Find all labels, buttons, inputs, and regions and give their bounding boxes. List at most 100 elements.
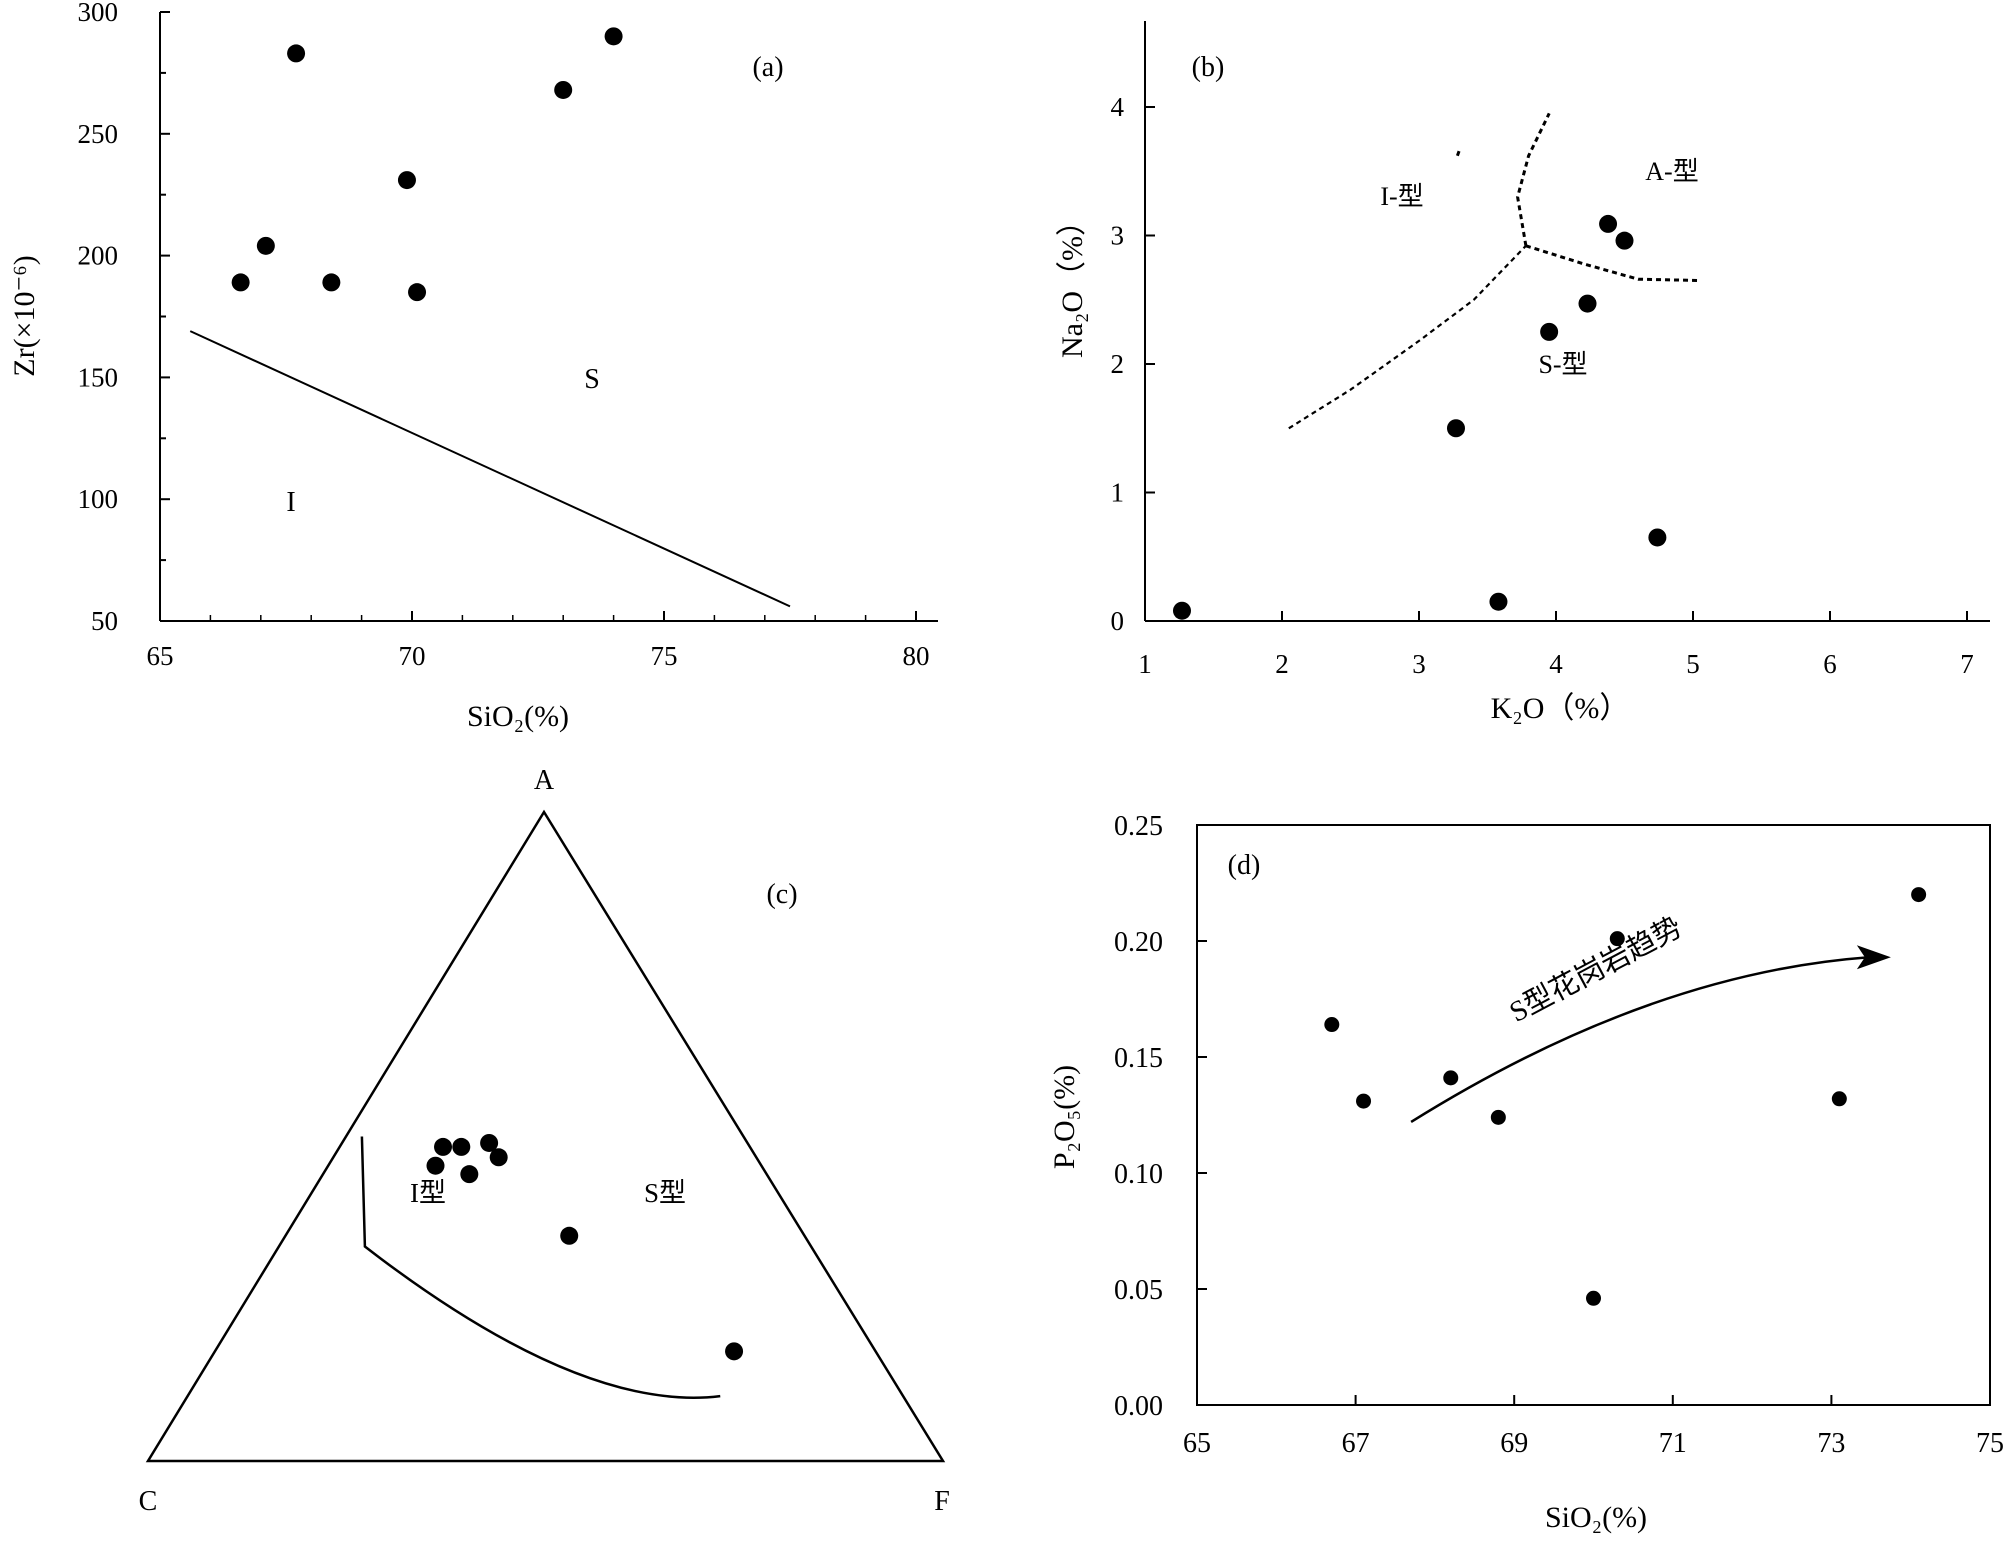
data-point [604,27,623,46]
data-point [1172,601,1191,620]
x-tick-label: 73 [1817,1428,1845,1459]
x-tick-label: 70 [399,641,426,671]
y-tick-label: 0.00 [1114,1391,1163,1422]
panel-label: (d) [1228,850,1261,881]
region-label-i: I-型 [1380,182,1423,211]
data-point [1599,214,1618,233]
data-point [1831,1091,1847,1107]
x-axis-label: K₂O（%） [1491,692,1630,725]
y-tick-label: 0.05 [1114,1275,1163,1306]
data-point [1578,294,1597,313]
y-tick-label: 0 [1111,606,1125,636]
region-label-s: S-型 [1538,350,1587,379]
y-tick-label: 300 [78,0,119,27]
y-tick-label: 100 [78,484,119,514]
vertex-label-f: F [934,1486,950,1517]
x-tick-label: 5 [1686,649,1700,679]
x-tick-label: 75 [1976,1428,2004,1459]
y-tick-label: 0.10 [1114,1159,1163,1190]
vertex-label-a: A [534,765,555,796]
y-tick-label: 0.15 [1114,1043,1163,1074]
x-tick-label: 80 [903,641,930,671]
y-tick-label: 3 [1111,221,1125,251]
data-point [1911,887,1927,903]
plot-frame [1196,824,1991,1406]
boundary-upper [1516,112,1551,247]
data-point [480,1133,499,1152]
boundary-lower [1288,245,1527,430]
data-point [1586,1290,1601,1306]
x-tick-label: 75 [651,641,678,671]
y-tick-label: 250 [78,119,119,149]
data-point [1490,1109,1506,1125]
x-axis-label: SiO₂(%) [467,700,569,733]
data-point [560,1226,579,1245]
y-tick-label: 2 [1111,349,1125,379]
y-tick-label: 0.20 [1114,927,1163,958]
region-label-i: I [286,487,295,518]
x-tick-label: 7 [1960,649,1974,679]
x-tick-label: 71 [1659,1428,1687,1459]
data-point [408,283,427,302]
x-tick-label: 69 [1500,1428,1528,1459]
boundary-curve [360,1136,721,1399]
x-tick-label: 65 [1183,1428,1211,1459]
panel-label: (b) [1192,52,1225,83]
panel-a: 50 100 150 200 250 300 65 70 75 80 SiO₂(%) Zr(×10⁻⁶… [8,0,938,733]
x-tick-label: 3 [1412,649,1426,679]
x-tick-label: 1 [1138,649,1152,679]
data-point [1540,322,1559,341]
boundary-line [189,330,791,608]
y-tick-label: 0.25 [1114,811,1163,842]
data-point [397,171,416,190]
x-tick-label: 65 [147,641,174,671]
boundary-right [1525,244,1700,282]
data-point [725,1342,744,1361]
y-tick-label: 150 [78,362,119,392]
y-tick-label: 4 [1111,92,1125,122]
region-label-i: I型 [410,1178,446,1208]
panel-d: 0.00 0.05 0.10 0.15 0.20 0.25 65 67 69 71 73 75 SiO₂… [1048,811,2004,1534]
data-point [460,1165,479,1184]
x-tick-label: 2 [1275,649,1289,679]
data-point [287,44,306,63]
panel-label: (a) [752,52,783,83]
boundary-fragment [1455,147,1462,157]
ternary-triangle [145,809,946,1463]
data-point [256,236,275,255]
region-label-a: A-型 [1645,157,1698,186]
data-point [1446,419,1465,438]
y-axis-label: Zr(×10⁻⁶) [8,255,41,377]
y-axis-label: Na₂O（%） [1056,206,1089,358]
trend-arrow-line [1410,955,1869,1124]
data-point [1489,592,1508,611]
data-point [231,273,250,292]
x-tick-label: 6 [1823,649,1837,679]
data-point [322,273,341,292]
panel-label: (c) [766,879,797,910]
x-tick-label: 4 [1549,649,1563,679]
trend-annotation: S型花岗岩趋势 [1504,910,1687,1028]
panel-c: A C F (c) I型 S型 [139,765,950,1517]
y-tick-label: 50 [91,606,118,636]
data-point [554,80,573,99]
region-label-s: S [584,364,600,395]
trend-arrow-head [1856,945,1891,970]
data-point [489,1148,508,1167]
data-point [1648,528,1667,547]
x-axis-label: SiO₂(%) [1545,1501,1647,1534]
vertex-label-c: C [139,1486,158,1517]
data-point [426,1156,445,1175]
data-point [1356,1093,1372,1109]
data-point [434,1137,453,1156]
x-tick-label: 67 [1342,1428,1370,1459]
data-point [1615,231,1634,250]
region-label-s: S型 [644,1178,686,1208]
y-tick-label: 1 [1111,478,1125,508]
y-tick-label: 200 [78,241,119,271]
data-point [1324,1017,1340,1033]
data-point [1609,931,1625,947]
y-axis-label: P₂O₅(%) [1048,1065,1081,1169]
